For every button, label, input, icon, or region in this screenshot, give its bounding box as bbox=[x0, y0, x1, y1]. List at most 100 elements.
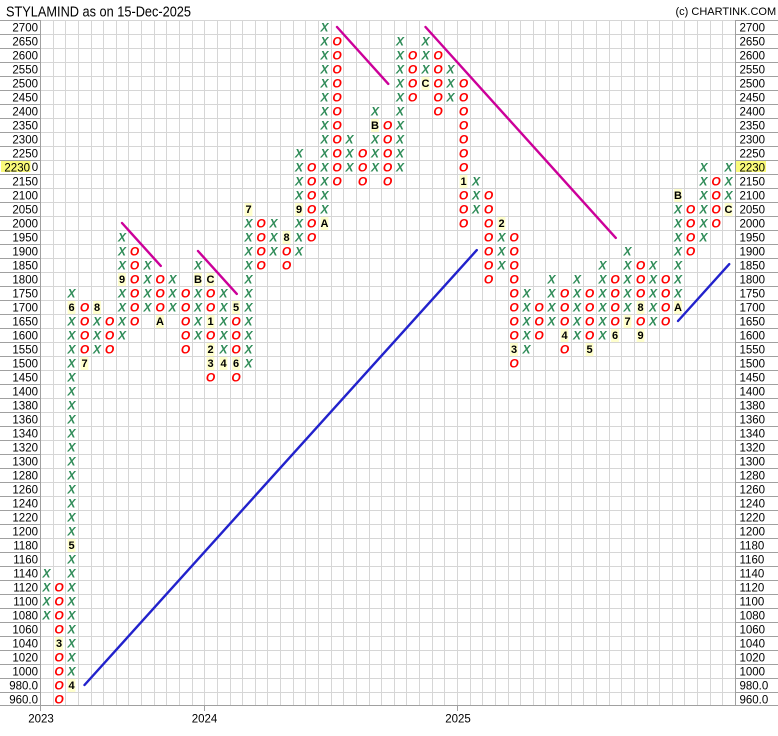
svg-text:8: 8 bbox=[283, 232, 289, 244]
svg-text:X: X bbox=[218, 342, 228, 356]
svg-text:X: X bbox=[167, 272, 177, 286]
svg-text:X: X bbox=[268, 244, 278, 258]
svg-text:1300: 1300 bbox=[12, 456, 38, 468]
svg-text:O: O bbox=[358, 174, 368, 188]
svg-text:1950: 1950 bbox=[12, 232, 38, 244]
svg-text:X: X bbox=[572, 328, 582, 342]
svg-text:O: O bbox=[105, 328, 115, 342]
svg-text:O: O bbox=[509, 258, 519, 272]
svg-text:O: O bbox=[54, 678, 64, 692]
svg-text:X: X bbox=[521, 314, 531, 328]
svg-text:X: X bbox=[420, 48, 430, 62]
svg-text:1650: 1650 bbox=[740, 316, 766, 328]
svg-text:1380: 1380 bbox=[740, 400, 766, 412]
svg-text:X: X bbox=[395, 76, 405, 90]
svg-text:2150: 2150 bbox=[12, 176, 38, 188]
svg-text:O: O bbox=[130, 258, 140, 272]
svg-text:X: X bbox=[572, 272, 582, 286]
svg-text:O: O bbox=[459, 216, 469, 230]
svg-text:2700: 2700 bbox=[12, 22, 38, 34]
svg-text:1340: 1340 bbox=[740, 428, 766, 440]
svg-text:X: X bbox=[471, 188, 481, 202]
svg-text:4: 4 bbox=[220, 358, 227, 370]
svg-text:1280: 1280 bbox=[12, 470, 38, 482]
svg-text:1020: 1020 bbox=[740, 652, 766, 664]
svg-text:X: X bbox=[66, 328, 76, 342]
svg-text:X: X bbox=[445, 90, 455, 104]
svg-text:O: O bbox=[711, 174, 721, 188]
svg-text:X: X bbox=[92, 342, 102, 356]
svg-text:X: X bbox=[597, 286, 607, 300]
svg-text:O: O bbox=[509, 244, 519, 258]
svg-text:2700: 2700 bbox=[740, 22, 766, 34]
svg-text:X: X bbox=[243, 230, 253, 244]
svg-text:O: O bbox=[585, 300, 595, 314]
svg-text:5: 5 bbox=[233, 302, 239, 314]
svg-text:O: O bbox=[54, 580, 64, 594]
svg-text:X: X bbox=[66, 622, 76, 636]
svg-text:X: X bbox=[445, 76, 455, 90]
svg-text:X: X bbox=[395, 132, 405, 146]
svg-text:O: O bbox=[307, 188, 317, 202]
svg-text:C: C bbox=[207, 274, 215, 286]
svg-text:6: 6 bbox=[233, 358, 239, 370]
svg-text:1220: 1220 bbox=[740, 512, 766, 524]
svg-text:2600: 2600 bbox=[12, 50, 38, 62]
svg-text:1900: 1900 bbox=[12, 246, 38, 258]
svg-text:1060: 1060 bbox=[740, 624, 766, 636]
svg-text:X: X bbox=[496, 244, 506, 258]
svg-text:X: X bbox=[648, 300, 658, 314]
svg-text:O: O bbox=[256, 244, 266, 258]
svg-text:1750: 1750 bbox=[12, 288, 38, 300]
svg-text:O: O bbox=[130, 286, 140, 300]
svg-text:X: X bbox=[319, 132, 329, 146]
svg-text:O: O bbox=[610, 286, 620, 300]
svg-text:X: X bbox=[395, 146, 405, 160]
svg-text:2650: 2650 bbox=[740, 36, 766, 48]
svg-text:1140: 1140 bbox=[740, 568, 765, 580]
svg-text:1850: 1850 bbox=[740, 260, 766, 272]
svg-text:3: 3 bbox=[207, 358, 213, 370]
svg-text:O: O bbox=[155, 300, 165, 314]
svg-text:O: O bbox=[80, 314, 90, 328]
svg-text:O: O bbox=[332, 62, 342, 76]
svg-text:O: O bbox=[459, 118, 469, 132]
svg-text:O: O bbox=[408, 62, 418, 76]
svg-text:O: O bbox=[459, 160, 469, 174]
svg-text:2300: 2300 bbox=[12, 134, 38, 146]
svg-text:O: O bbox=[307, 230, 317, 244]
svg-text:X: X bbox=[698, 160, 708, 174]
svg-text:X: X bbox=[698, 174, 708, 188]
svg-text:1160: 1160 bbox=[740, 554, 765, 566]
svg-text:X: X bbox=[395, 62, 405, 76]
svg-text:7: 7 bbox=[245, 204, 251, 216]
svg-text:O: O bbox=[686, 244, 696, 258]
svg-text:O: O bbox=[636, 286, 646, 300]
svg-text:1500: 1500 bbox=[12, 358, 38, 370]
svg-text:X: X bbox=[420, 62, 430, 76]
svg-text:2000: 2000 bbox=[12, 218, 38, 230]
svg-text:X: X bbox=[319, 62, 329, 76]
svg-text:1700: 1700 bbox=[740, 302, 766, 314]
svg-text:O: O bbox=[307, 160, 317, 174]
svg-text:1260: 1260 bbox=[740, 484, 766, 496]
svg-text:2550: 2550 bbox=[12, 64, 38, 76]
svg-text:1200: 1200 bbox=[740, 526, 766, 538]
svg-text:X: X bbox=[597, 328, 607, 342]
svg-text:O: O bbox=[307, 202, 317, 216]
svg-text:X: X bbox=[92, 328, 102, 342]
svg-text:1240: 1240 bbox=[12, 498, 38, 510]
svg-text:O: O bbox=[459, 202, 469, 216]
svg-text:1400: 1400 bbox=[12, 386, 38, 398]
svg-text:O: O bbox=[585, 314, 595, 328]
svg-text:O: O bbox=[686, 202, 696, 216]
svg-text:O: O bbox=[484, 216, 494, 230]
svg-text:O: O bbox=[459, 132, 469, 146]
svg-text:O: O bbox=[484, 230, 494, 244]
svg-text:X: X bbox=[648, 272, 658, 286]
svg-text:X: X bbox=[445, 62, 455, 76]
svg-text:O: O bbox=[560, 300, 570, 314]
svg-text:2023: 2023 bbox=[28, 714, 54, 726]
svg-text:X: X bbox=[117, 300, 127, 314]
svg-text:X: X bbox=[66, 426, 76, 440]
